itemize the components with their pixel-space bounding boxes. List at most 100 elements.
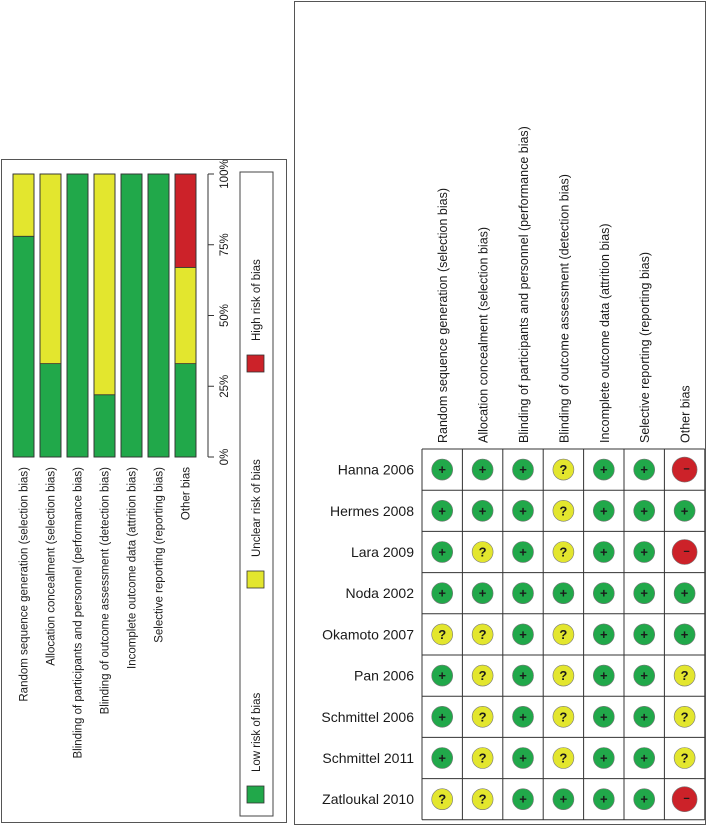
bar-segment-7-high-risk-of-bias bbox=[174, 173, 197, 268]
bar-outline-5 bbox=[120, 173, 143, 458]
rating-circle-7-2 bbox=[471, 705, 494, 728]
rating-circle-1-6 bbox=[633, 458, 656, 481]
rating-symbol-4-4: + bbox=[560, 586, 568, 601]
rating-circle-5-5 bbox=[592, 623, 615, 646]
rating-symbol-3-6: + bbox=[640, 545, 648, 560]
bar-segment-7-low-risk-of-bias bbox=[174, 363, 197, 458]
rating-circle-6-6 bbox=[633, 664, 656, 687]
rating-symbol-6-3: + bbox=[519, 668, 527, 683]
rating-circle-2-2 bbox=[471, 499, 494, 522]
rating-circle-3-4 bbox=[552, 541, 575, 563]
rating-circle-3-7 bbox=[671, 539, 698, 565]
bar-outline-3 bbox=[66, 173, 89, 458]
study-label-2: Hermes 2008 bbox=[330, 503, 414, 519]
rating-circle-1-2 bbox=[471, 458, 494, 481]
rating-circle-1-5 bbox=[592, 458, 615, 481]
rating-symbol-5-2: ? bbox=[479, 627, 487, 642]
rating-symbol-2-1: + bbox=[438, 503, 446, 518]
rating-symbol-7-2: ? bbox=[479, 709, 487, 724]
bar-segment-4-unclear-risk-of-bias bbox=[93, 173, 116, 396]
rating-symbol-9-7: − bbox=[683, 793, 689, 805]
bar-segment-4-low-risk-of-bias bbox=[93, 394, 116, 458]
rating-circle-4-4 bbox=[552, 582, 575, 605]
rating-circle-8-4 bbox=[552, 747, 575, 769]
legend-box bbox=[239, 171, 274, 817]
bar-segment-1-low-risk-of-bias bbox=[12, 235, 35, 458]
study-label-1: Hanna 2006 bbox=[338, 462, 415, 478]
category-label-5: Incomplete outcome data (attrition bias) bbox=[127, 467, 139, 669]
rating-circle-1-1 bbox=[431, 458, 453, 481]
rating-circle-3-1 bbox=[431, 541, 453, 563]
rating-symbol-2-6: + bbox=[640, 503, 648, 518]
rating-symbol-7-7: ? bbox=[681, 709, 689, 724]
rating-symbol-6-7: ? bbox=[681, 668, 689, 683]
rating-symbol-8-6: + bbox=[640, 751, 648, 766]
rating-circle-7-5 bbox=[592, 705, 615, 728]
rating-circle-4-2 bbox=[471, 582, 494, 605]
bar-outline-1 bbox=[12, 173, 35, 458]
rating-symbol-3-4: ? bbox=[559, 545, 567, 560]
study-label-6: Pan 2006 bbox=[354, 668, 414, 684]
study-label-9: Zatloukal 2010 bbox=[322, 791, 414, 807]
rating-circle-4-5 bbox=[592, 582, 615, 605]
rating-symbol-5-5: + bbox=[600, 627, 608, 642]
rating-circle-5-6 bbox=[633, 623, 656, 646]
rating-circle-8-2 bbox=[471, 747, 494, 769]
rating-circle-4-3 bbox=[512, 582, 534, 605]
bar-outline-6 bbox=[147, 173, 170, 458]
rating-symbol-6-2: ? bbox=[479, 668, 487, 683]
rating-circle-5-2 bbox=[471, 623, 494, 646]
rating-symbol-5-3: + bbox=[519, 627, 527, 642]
legend-swatch-1 bbox=[246, 785, 265, 804]
bar-outline-4 bbox=[93, 173, 116, 458]
rating-symbol-4-1: + bbox=[438, 586, 446, 601]
study-label-5: Okamoto 2007 bbox=[322, 626, 414, 642]
rating-circle-4-1 bbox=[431, 582, 453, 605]
category-label-7: Other bias bbox=[181, 467, 193, 520]
rating-circle-1-7 bbox=[671, 456, 698, 483]
rating-symbol-3-5: + bbox=[600, 545, 608, 560]
axis-tick-label-3: 75% bbox=[219, 233, 231, 256]
rating-symbol-2-4: ? bbox=[559, 503, 567, 518]
rating-circle-3-3 bbox=[512, 541, 534, 563]
rating-symbol-3-7: − bbox=[683, 546, 689, 558]
column-header-6: Selective reporting (reporting bias) bbox=[638, 252, 652, 443]
rating-symbol-4-7: + bbox=[681, 586, 689, 601]
rating-symbol-8-3: + bbox=[519, 751, 527, 766]
rating-symbol-9-5: + bbox=[600, 792, 608, 807]
legend-swatch-3 bbox=[246, 354, 265, 373]
study-label-4: Noda 2002 bbox=[345, 585, 414, 601]
rating-symbol-1-1: + bbox=[438, 462, 446, 477]
rating-symbol-7-3: + bbox=[519, 709, 527, 724]
column-header-7: Other bias bbox=[679, 385, 693, 443]
rating-symbol-1-4: ? bbox=[559, 462, 567, 477]
rating-circle-2-7 bbox=[673, 499, 696, 522]
risk-of-bias-graph: Random sequence generation (selection bi… bbox=[12, 159, 274, 817]
rating-circle-5-1 bbox=[431, 623, 453, 646]
legend-swatch-2 bbox=[246, 570, 265, 589]
rating-circle-7-1 bbox=[431, 705, 453, 728]
rating-symbol-9-4: + bbox=[560, 792, 568, 807]
rating-symbol-2-5: + bbox=[600, 503, 608, 518]
rating-symbol-1-6: + bbox=[640, 462, 648, 477]
rating-symbol-3-3: + bbox=[519, 545, 527, 560]
rating-circle-6-7 bbox=[673, 664, 696, 687]
rating-circle-5-7 bbox=[673, 623, 696, 646]
rating-circle-9-4 bbox=[552, 788, 575, 811]
category-label-4: Blinding of outcome assessment (detectio… bbox=[100, 467, 112, 715]
rating-symbol-7-5: + bbox=[600, 709, 608, 724]
bar-segment-7-unclear-risk-of-bias bbox=[174, 266, 197, 365]
bar-segment-2-low-risk-of-bias bbox=[39, 363, 62, 458]
rating-circle-8-1 bbox=[431, 747, 453, 769]
rating-circle-7-7 bbox=[673, 705, 696, 728]
rating-symbol-1-7: − bbox=[683, 464, 689, 476]
rating-circle-7-6 bbox=[633, 705, 656, 728]
rating-symbol-6-4: ? bbox=[559, 668, 567, 683]
rating-circle-8-7 bbox=[673, 747, 696, 769]
rating-symbol-4-3: + bbox=[519, 586, 527, 601]
rating-circle-9-5 bbox=[592, 788, 615, 811]
rating-circle-4-7 bbox=[673, 582, 696, 605]
rating-symbol-9-1: ? bbox=[438, 792, 446, 807]
rating-symbol-8-7: ? bbox=[681, 751, 689, 766]
rating-circle-9-1 bbox=[431, 788, 453, 811]
